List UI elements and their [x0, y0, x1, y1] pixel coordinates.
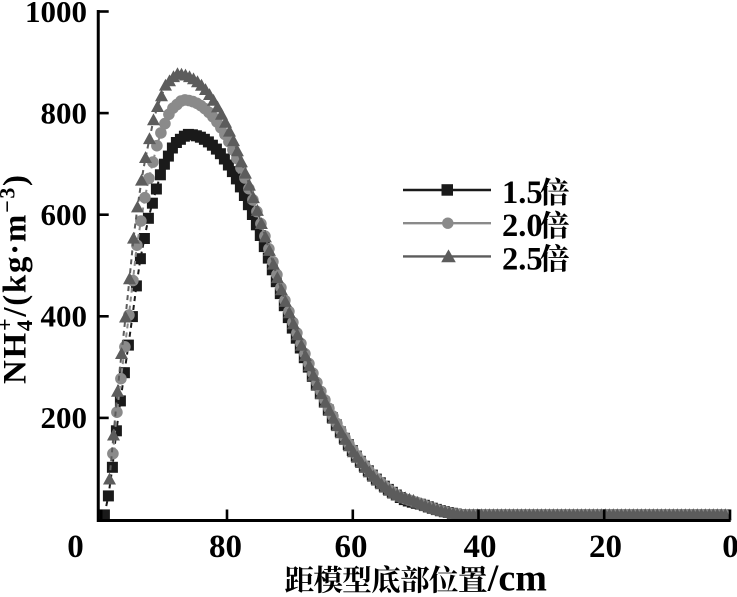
svg-text:600: 600 [41, 197, 88, 232]
svg-text:80: 80 [209, 529, 242, 565]
svg-text:1.5: 1.5 [502, 175, 543, 211]
svg-text:/cm: /cm [487, 558, 547, 597]
svg-text:0: 0 [67, 529, 84, 565]
svg-text:60: 60 [335, 529, 368, 565]
svg-text:0: 0 [722, 529, 737, 565]
svg-text:40: 40 [464, 529, 497, 565]
svg-text:1000: 1000 [25, 0, 87, 29]
svg-text:2.0: 2.0 [502, 208, 543, 244]
svg-text:800: 800 [41, 95, 88, 130]
svg-text:20: 20 [589, 529, 622, 565]
svg-text:NH4+/(kg·m−3): NH4+/(kg·m−3) [0, 173, 37, 384]
svg-text:400: 400 [41, 299, 88, 334]
svg-text:200: 200 [41, 400, 88, 435]
svg-text:2.5: 2.5 [502, 241, 543, 277]
